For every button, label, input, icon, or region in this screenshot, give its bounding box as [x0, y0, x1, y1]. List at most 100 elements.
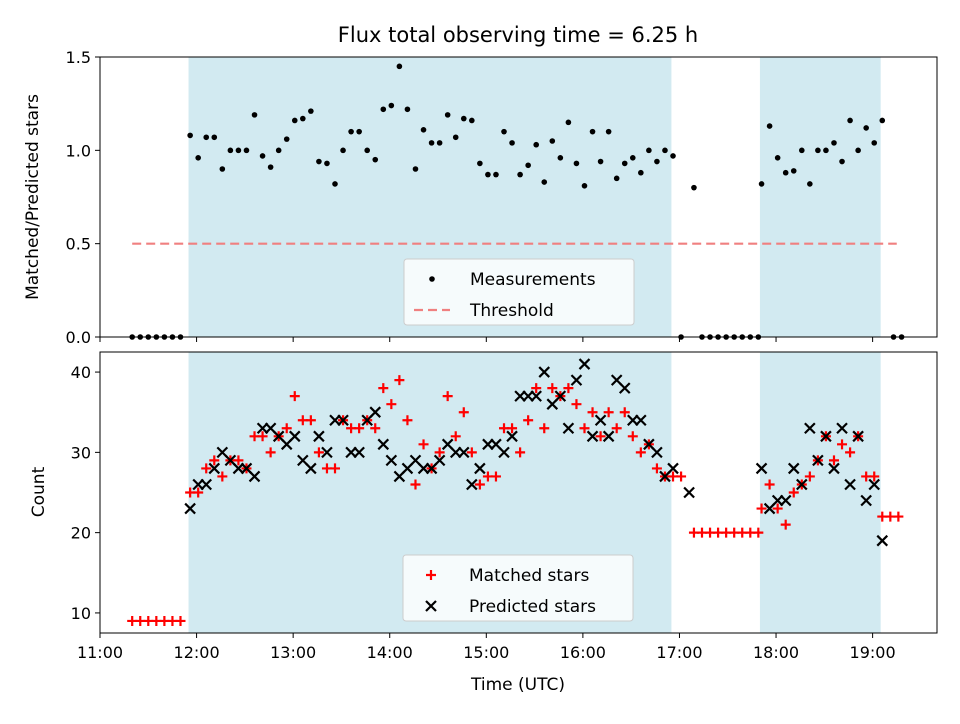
measurement-point — [267, 164, 274, 170]
matched-stars-point — [394, 375, 405, 386]
predicted-stars-point — [683, 486, 695, 499]
matched-stars-point — [651, 463, 662, 474]
matched-stars-point — [804, 471, 815, 482]
measurement-point — [283, 136, 290, 142]
measurement-point — [477, 160, 483, 167]
matched-stars-point — [233, 455, 244, 466]
y-tick-label: 1.0 — [66, 141, 91, 160]
measurement-point — [823, 147, 829, 154]
measurement-point — [533, 141, 540, 148]
measurement-point — [573, 160, 580, 167]
measurement-point — [316, 158, 322, 165]
matched-stars-point — [676, 471, 687, 482]
predicted-stars-point — [787, 462, 800, 475]
predicted-stars-point — [369, 406, 382, 418]
measurement-point — [243, 147, 250, 154]
legend-matched-swatch — [426, 570, 436, 580]
predicted-stars-point — [651, 446, 663, 459]
predicted-stars-point — [562, 422, 575, 435]
measurement-point — [691, 184, 697, 191]
measurement-point — [790, 168, 797, 174]
predicted-stars-point — [538, 366, 551, 378]
predicted-stars-point — [506, 430, 518, 443]
measurement-point — [581, 183, 588, 189]
matched-stars-point — [635, 447, 646, 458]
matched-stars-point — [753, 527, 764, 538]
measurement-point — [380, 106, 387, 113]
measurement-point — [807, 181, 813, 187]
matched-stars-point — [539, 423, 550, 434]
matched-stars-point — [209, 455, 220, 466]
legend-label: Predicted stars — [469, 597, 596, 617]
measurement-point — [291, 117, 298, 124]
measurement-point — [251, 112, 258, 118]
measurement-point — [460, 115, 467, 122]
matched-stars-point — [788, 487, 799, 498]
predicted-stars-point — [466, 478, 478, 491]
measurement-point — [485, 171, 491, 178]
predicted-stars-point — [796, 478, 808, 491]
measurement-point — [211, 134, 218, 141]
predicted-stars-point — [635, 414, 647, 427]
matched-stars-point — [571, 399, 582, 410]
matched-stars-point — [418, 439, 429, 450]
matched-stars-point — [531, 383, 542, 394]
matched-stars-point — [442, 391, 453, 402]
predicted-stars-point — [820, 430, 832, 443]
matched-stars-point — [869, 471, 880, 482]
matched-stars-point — [490, 471, 501, 482]
matched-stars-point — [265, 447, 276, 458]
y-tick-label: 40 — [71, 363, 91, 382]
predicted-stars-point — [248, 470, 261, 483]
predicted-stars-point — [457, 446, 470, 459]
x-axis-label: Time (UTC) — [470, 675, 565, 695]
top-y-axis-label: Matched/Predicted stars — [23, 94, 43, 300]
predicted-stars-point — [321, 446, 333, 459]
measurement-point — [831, 140, 837, 146]
measurement-point — [203, 134, 210, 141]
legend-box — [402, 554, 634, 622]
predicted-stars-point — [530, 390, 542, 402]
matched-stars-point — [515, 447, 526, 458]
matched-stars-point — [587, 407, 598, 418]
measurement-point — [195, 155, 201, 161]
predicted-stars-point — [860, 494, 872, 507]
measurement-point — [879, 117, 886, 124]
matched-stars-point — [305, 415, 316, 426]
matched-stars-point — [313, 447, 324, 458]
matched-stars-point — [402, 415, 413, 426]
measurement-point — [356, 128, 362, 135]
predicted-stars-point — [812, 454, 824, 467]
measurement-point — [798, 147, 805, 154]
measurement-point — [758, 181, 765, 187]
measurement-point — [300, 115, 306, 122]
matched-stars-point — [579, 423, 590, 434]
x-tick-label: 15:00 — [463, 643, 509, 662]
matched-stars-point — [201, 463, 212, 474]
x-tick-label: 13:00 — [270, 643, 316, 662]
measurement-point — [646, 147, 652, 154]
matched-stars-point — [474, 479, 485, 490]
measurement-point — [340, 147, 346, 154]
measurement-point — [549, 138, 556, 144]
legend-label: Matched stars — [469, 566, 589, 586]
matched-stars-point — [257, 431, 268, 442]
measurement-point — [396, 63, 403, 70]
predicted-stars-point — [868, 478, 881, 491]
matched-stars-point — [386, 399, 397, 410]
measurement-point — [839, 158, 845, 165]
y-tick-label: 30 — [71, 443, 91, 462]
measurement-point — [774, 155, 781, 161]
measurement-point — [565, 119, 572, 126]
measurement-point — [589, 128, 596, 135]
matched-stars-point — [780, 519, 791, 530]
axes-frame — [99, 56, 938, 338]
predicted-stars-point — [594, 414, 607, 427]
predicted-stars-point — [570, 374, 583, 386]
observing-interval — [759, 57, 881, 337]
measurement-point — [815, 147, 821, 154]
bottom-y-axis-label: Count — [29, 466, 49, 517]
predicted-stars-point — [288, 430, 301, 443]
matched-stars-point — [289, 391, 300, 402]
matched-stars-point — [378, 383, 389, 394]
